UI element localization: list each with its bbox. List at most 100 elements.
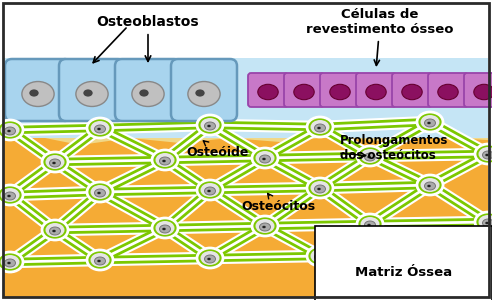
Text: Osteócitos: Osteócitos [241,194,315,214]
Ellipse shape [0,255,20,269]
Ellipse shape [262,226,266,228]
Text: Osteoblastos: Osteoblastos [97,15,199,61]
Ellipse shape [152,150,178,170]
Ellipse shape [0,185,23,205]
Ellipse shape [421,115,439,129]
Ellipse shape [159,157,171,165]
Ellipse shape [425,182,435,190]
Ellipse shape [97,128,101,130]
Ellipse shape [195,89,205,97]
Ellipse shape [159,225,171,233]
Ellipse shape [417,175,443,195]
Ellipse shape [197,115,223,135]
Ellipse shape [87,250,113,270]
Ellipse shape [361,149,379,163]
Ellipse shape [155,221,175,235]
Text: Matriz Óssea: Matriz Óssea [355,266,452,278]
Ellipse shape [197,180,223,200]
FancyBboxPatch shape [115,59,181,121]
Ellipse shape [7,262,11,264]
Ellipse shape [4,259,16,267]
Bar [4,95,488,297]
Ellipse shape [7,195,11,197]
Ellipse shape [366,84,386,100]
Ellipse shape [45,223,64,237]
Ellipse shape [4,192,16,200]
Ellipse shape [0,123,20,137]
Ellipse shape [252,216,278,236]
FancyBboxPatch shape [392,73,432,107]
Ellipse shape [201,118,219,132]
Ellipse shape [0,252,23,272]
Text: Osteóide: Osteóide [187,141,249,160]
FancyBboxPatch shape [171,59,237,121]
Ellipse shape [52,162,56,164]
Polygon shape [4,95,488,145]
FancyBboxPatch shape [320,73,360,107]
Ellipse shape [314,124,326,132]
Ellipse shape [421,246,439,260]
Ellipse shape [162,160,166,162]
Ellipse shape [22,82,54,106]
Ellipse shape [417,243,443,263]
FancyBboxPatch shape [5,59,71,121]
Ellipse shape [162,228,166,230]
Ellipse shape [483,151,492,159]
Ellipse shape [152,218,178,238]
Ellipse shape [97,192,101,194]
Ellipse shape [91,253,110,267]
FancyBboxPatch shape [248,73,288,107]
Ellipse shape [94,125,105,133]
Ellipse shape [207,125,211,127]
Ellipse shape [207,190,211,192]
Ellipse shape [205,255,215,263]
Ellipse shape [205,122,215,130]
Ellipse shape [361,217,379,231]
Ellipse shape [83,89,92,97]
Ellipse shape [259,155,271,163]
Ellipse shape [330,84,350,100]
Ellipse shape [314,185,326,193]
Ellipse shape [417,112,443,132]
Ellipse shape [132,82,164,106]
Ellipse shape [87,182,113,202]
Ellipse shape [0,188,20,202]
Ellipse shape [201,251,219,265]
Ellipse shape [155,153,175,167]
FancyBboxPatch shape [284,73,324,107]
Ellipse shape [479,147,492,161]
Ellipse shape [87,118,113,138]
Ellipse shape [367,224,371,226]
Text: Células de
revestimento ósseo: Células de revestimento ósseo [306,8,454,65]
Ellipse shape [52,230,56,232]
Ellipse shape [427,122,431,124]
Ellipse shape [205,187,215,195]
Ellipse shape [438,84,458,100]
Ellipse shape [45,155,64,169]
Ellipse shape [479,215,492,229]
Ellipse shape [317,127,321,129]
Ellipse shape [310,249,330,263]
Ellipse shape [262,158,266,160]
Ellipse shape [402,84,422,100]
Ellipse shape [0,120,23,140]
Ellipse shape [357,214,383,234]
Ellipse shape [197,248,223,268]
Ellipse shape [4,127,16,135]
Ellipse shape [91,185,110,199]
FancyBboxPatch shape [428,73,468,107]
Ellipse shape [94,189,105,197]
Ellipse shape [367,156,371,158]
Ellipse shape [314,253,326,261]
Ellipse shape [94,257,105,265]
Ellipse shape [317,256,321,258]
FancyBboxPatch shape [464,73,492,107]
Ellipse shape [425,119,435,127]
Ellipse shape [255,219,275,233]
Ellipse shape [7,130,11,132]
Ellipse shape [307,178,333,198]
Ellipse shape [258,84,278,100]
Ellipse shape [30,89,39,97]
Ellipse shape [259,223,271,231]
Bar [4,58,488,138]
